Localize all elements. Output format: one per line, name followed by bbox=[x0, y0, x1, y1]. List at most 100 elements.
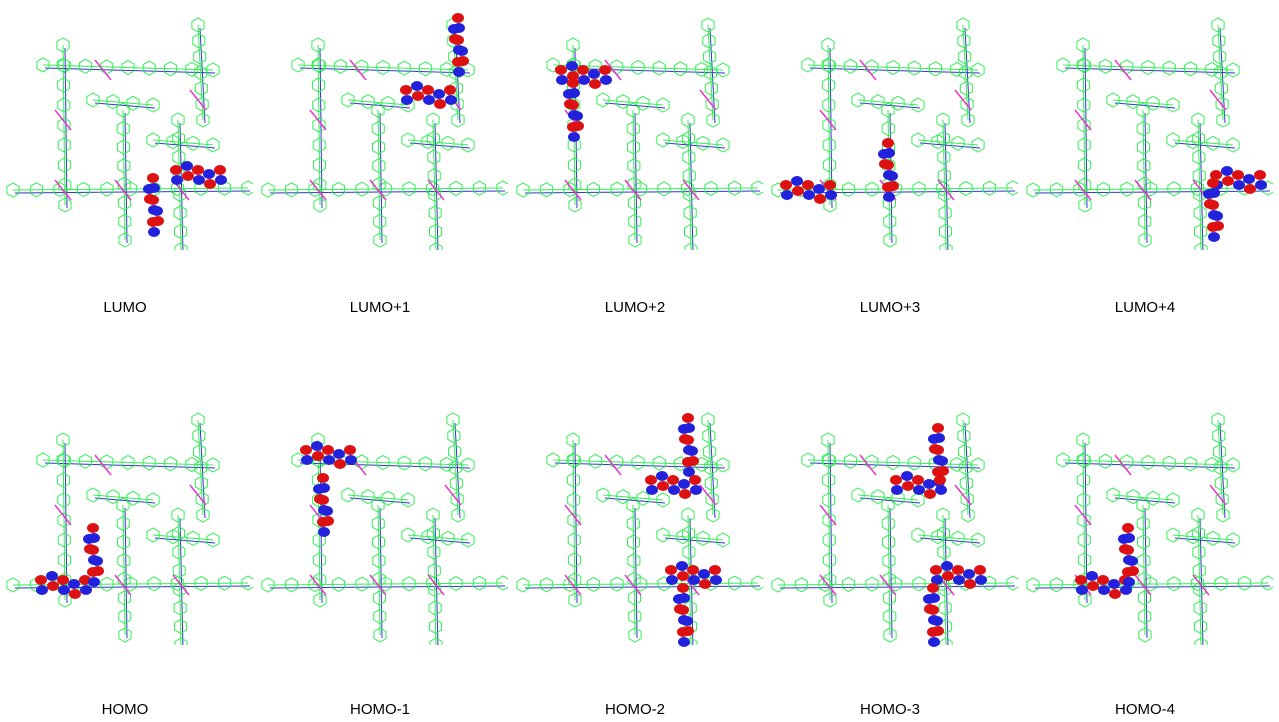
lobe bbox=[883, 192, 895, 202]
lobe bbox=[87, 567, 99, 577]
lobe bbox=[321, 506, 333, 516]
lobe bbox=[445, 95, 457, 105]
lobe bbox=[1118, 534, 1130, 544]
orbital-panel bbox=[772, 413, 1019, 652]
lobe bbox=[1109, 589, 1121, 599]
lobe bbox=[69, 589, 81, 599]
lobe bbox=[1076, 585, 1088, 595]
lobe bbox=[923, 594, 935, 604]
lobe bbox=[181, 161, 193, 171]
lobe bbox=[323, 455, 335, 465]
lobe bbox=[452, 13, 464, 23]
lobe bbox=[709, 565, 721, 575]
lobe bbox=[80, 585, 92, 595]
lobe bbox=[556, 75, 568, 85]
molecule bbox=[772, 413, 1019, 652]
lobe bbox=[963, 569, 975, 579]
lobe bbox=[313, 484, 325, 494]
lobe bbox=[927, 627, 939, 637]
lobe bbox=[448, 24, 460, 34]
lobe bbox=[656, 471, 668, 481]
lobe bbox=[878, 149, 890, 159]
lobe bbox=[1123, 577, 1135, 587]
lobe bbox=[687, 565, 699, 575]
lobe bbox=[589, 79, 601, 89]
lobe bbox=[645, 475, 657, 485]
lobe bbox=[170, 165, 182, 175]
lobe bbox=[143, 184, 155, 194]
lobe bbox=[942, 571, 954, 581]
lobe bbox=[698, 569, 710, 579]
molecule bbox=[262, 18, 509, 257]
molecule bbox=[7, 18, 254, 257]
lobe bbox=[666, 575, 678, 585]
lobe bbox=[322, 445, 334, 455]
lobe bbox=[147, 217, 159, 227]
lobe bbox=[1244, 184, 1256, 194]
lobe bbox=[311, 441, 323, 451]
lobe bbox=[567, 122, 579, 132]
lobe bbox=[902, 481, 914, 491]
lobe bbox=[1208, 232, 1220, 242]
molecule bbox=[262, 413, 509, 652]
figure: LUMOLUMO+1LUMO+2LUMO+3LUMO+4HOMOHOMO-1HO… bbox=[0, 0, 1279, 722]
lobe bbox=[318, 527, 330, 537]
lobe bbox=[193, 175, 205, 185]
lobe bbox=[781, 190, 793, 200]
orbital-panel bbox=[517, 413, 764, 652]
lobe bbox=[422, 85, 434, 95]
lobe bbox=[678, 637, 690, 647]
lobe bbox=[678, 424, 690, 434]
lobe bbox=[682, 413, 694, 423]
orbital-panel bbox=[1027, 413, 1274, 652]
lobe bbox=[317, 495, 329, 505]
lobe bbox=[928, 637, 940, 647]
lobe bbox=[1243, 174, 1255, 184]
lobe bbox=[301, 455, 313, 465]
lobe bbox=[710, 575, 722, 585]
lobe bbox=[433, 89, 445, 99]
orbital-label: HOMO-4 bbox=[1115, 701, 1175, 718]
lobe bbox=[678, 479, 690, 489]
lobe bbox=[456, 46, 468, 56]
lobe bbox=[317, 517, 329, 527]
lobe bbox=[345, 455, 357, 465]
lobe bbox=[46, 571, 58, 581]
lobe bbox=[941, 561, 953, 571]
lobe bbox=[563, 89, 575, 99]
lobe bbox=[47, 581, 59, 591]
lobe bbox=[215, 175, 227, 185]
lobe bbox=[975, 575, 987, 585]
lobe bbox=[1233, 180, 1245, 190]
lobe bbox=[677, 627, 689, 637]
lobe bbox=[677, 571, 689, 581]
lobe bbox=[578, 75, 590, 85]
lobe bbox=[1122, 523, 1134, 533]
molecule bbox=[517, 18, 764, 257]
lobe bbox=[824, 180, 836, 190]
lobe bbox=[882, 182, 894, 192]
lobe bbox=[682, 435, 694, 445]
lobe bbox=[688, 575, 700, 585]
lobe bbox=[1211, 211, 1223, 221]
lobe bbox=[1254, 170, 1266, 180]
lobe bbox=[599, 65, 611, 75]
lobe bbox=[87, 523, 99, 533]
lobe bbox=[600, 75, 612, 85]
lobe bbox=[934, 475, 946, 485]
lobe bbox=[802, 180, 814, 190]
lobe bbox=[58, 585, 70, 595]
orbital-label: HOMO-1 bbox=[350, 701, 410, 718]
lobe bbox=[567, 78, 579, 88]
lobe bbox=[312, 451, 324, 461]
lobe bbox=[814, 194, 826, 204]
lobe bbox=[204, 179, 216, 189]
lobe bbox=[936, 456, 948, 466]
lobe bbox=[882, 160, 894, 170]
lobe bbox=[68, 579, 80, 589]
molecule bbox=[7, 413, 254, 652]
lobe bbox=[83, 534, 95, 544]
lobe bbox=[679, 489, 691, 499]
lobe bbox=[825, 190, 837, 200]
lobe bbox=[923, 479, 935, 489]
